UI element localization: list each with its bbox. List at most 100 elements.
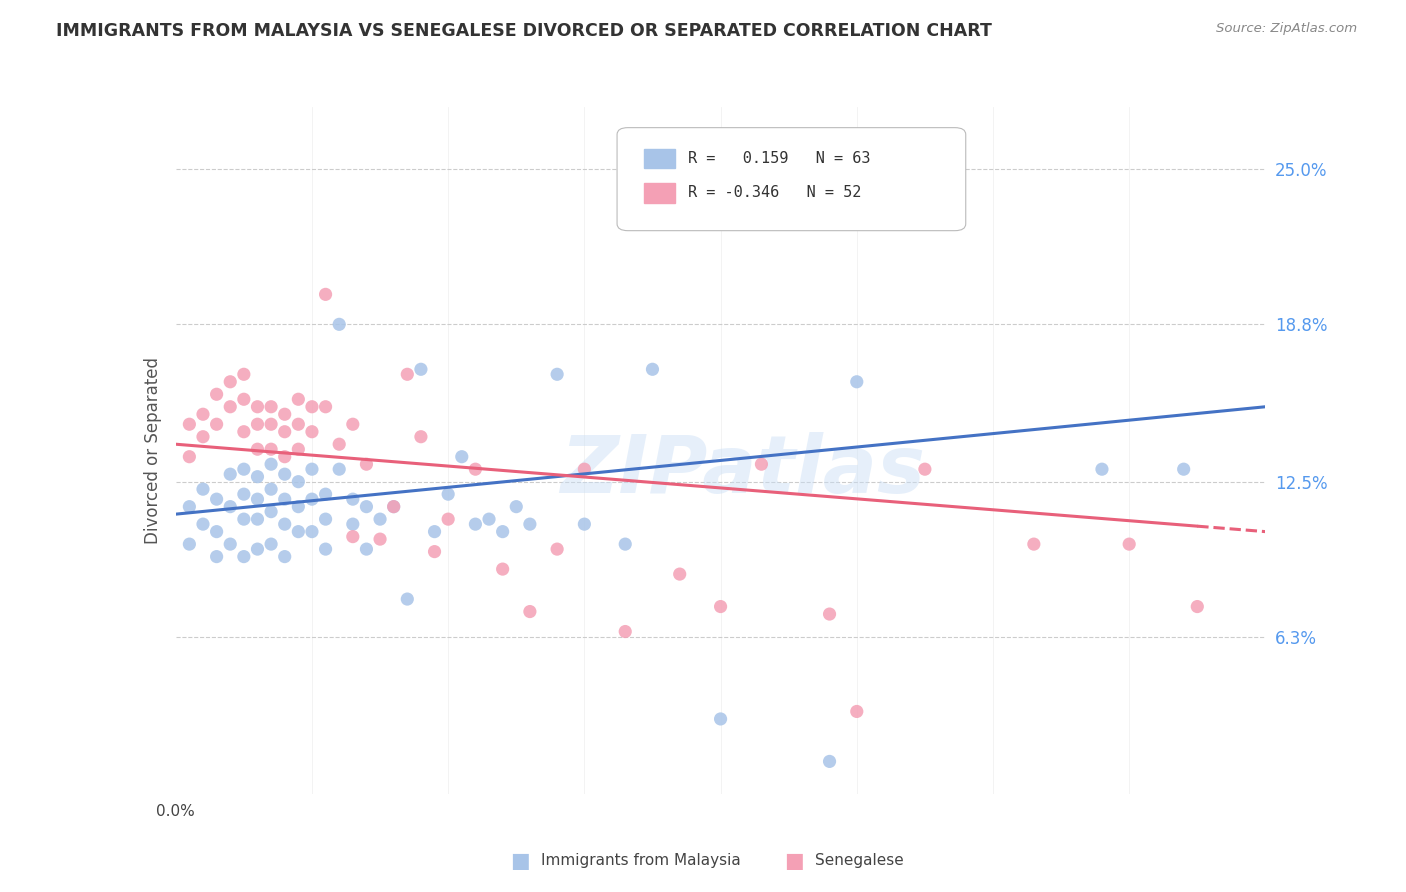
- Point: [274, 425, 297, 439]
- Text: ■: ■: [510, 851, 530, 871]
- Point: [368, 532, 391, 546]
- Point: [342, 492, 364, 507]
- Point: [232, 368, 254, 382]
- Point: [328, 462, 350, 476]
- Point: [219, 537, 242, 551]
- Point: [519, 517, 541, 532]
- Point: [396, 368, 419, 382]
- Point: [260, 482, 283, 496]
- Point: [1187, 599, 1209, 614]
- Text: ■: ■: [785, 851, 804, 871]
- Y-axis label: Divorced or Separated: Divorced or Separated: [143, 357, 162, 544]
- Point: [1022, 537, 1045, 551]
- Point: [274, 517, 297, 532]
- Point: [342, 417, 364, 432]
- Point: [205, 387, 228, 401]
- Point: [614, 537, 637, 551]
- Point: [205, 417, 228, 432]
- Point: [219, 500, 242, 514]
- Point: [246, 400, 269, 414]
- Point: [232, 462, 254, 476]
- Point: [301, 492, 323, 507]
- Point: [505, 500, 527, 514]
- Point: [423, 524, 446, 539]
- Text: R = -0.346   N = 52: R = -0.346 N = 52: [688, 186, 862, 201]
- Point: [205, 549, 228, 564]
- Point: [751, 457, 773, 471]
- Text: 0.0%: 0.0%: [156, 804, 195, 819]
- Point: [205, 524, 228, 539]
- Bar: [644, 183, 675, 202]
- Point: [546, 542, 568, 557]
- Point: [301, 425, 323, 439]
- Point: [260, 537, 283, 551]
- Point: [287, 524, 309, 539]
- FancyBboxPatch shape: [617, 128, 966, 231]
- Point: [301, 400, 323, 414]
- Bar: [644, 149, 675, 169]
- Point: [818, 755, 841, 769]
- Point: [710, 712, 733, 726]
- Text: Immigrants from Malaysia: Immigrants from Malaysia: [541, 854, 741, 868]
- Point: [301, 462, 323, 476]
- Text: ZIPatlas: ZIPatlas: [560, 432, 925, 510]
- Point: [450, 450, 472, 464]
- Point: [437, 512, 460, 526]
- Point: [574, 462, 596, 476]
- Point: [315, 512, 337, 526]
- Point: [260, 505, 283, 519]
- Point: [232, 512, 254, 526]
- Point: [246, 442, 269, 457]
- Point: [710, 599, 733, 614]
- Point: [546, 368, 568, 382]
- Point: [301, 524, 323, 539]
- Point: [274, 407, 297, 421]
- Point: [818, 607, 841, 621]
- Point: [260, 400, 283, 414]
- Point: [668, 567, 690, 582]
- Point: [246, 512, 269, 526]
- Point: [368, 512, 391, 526]
- Point: [219, 467, 242, 482]
- Text: R =   0.159   N = 63: R = 0.159 N = 63: [688, 151, 870, 166]
- Point: [641, 362, 664, 376]
- Text: Source: ZipAtlas.com: Source: ZipAtlas.com: [1216, 22, 1357, 36]
- Point: [219, 400, 242, 414]
- Point: [179, 450, 201, 464]
- Point: [274, 450, 297, 464]
- Point: [437, 487, 460, 501]
- Point: [287, 475, 309, 489]
- Point: [423, 544, 446, 558]
- Point: [914, 462, 936, 476]
- Text: Senegalese: Senegalese: [815, 854, 904, 868]
- Point: [1173, 462, 1195, 476]
- Point: [382, 500, 405, 514]
- Point: [845, 705, 868, 719]
- Point: [382, 500, 405, 514]
- Point: [315, 487, 337, 501]
- Point: [1091, 462, 1114, 476]
- Point: [478, 512, 501, 526]
- Point: [328, 437, 350, 451]
- Point: [246, 542, 269, 557]
- Point: [845, 375, 868, 389]
- Point: [274, 467, 297, 482]
- Point: [179, 417, 201, 432]
- Point: [751, 162, 773, 177]
- Point: [232, 549, 254, 564]
- Point: [492, 562, 515, 576]
- Point: [287, 442, 309, 457]
- Point: [246, 469, 269, 483]
- Point: [232, 425, 254, 439]
- Point: [328, 318, 350, 332]
- Point: [287, 500, 309, 514]
- Point: [409, 362, 432, 376]
- Point: [274, 492, 297, 507]
- Point: [246, 417, 269, 432]
- Point: [191, 407, 214, 421]
- Point: [1118, 537, 1140, 551]
- Point: [356, 542, 378, 557]
- Point: [260, 457, 283, 471]
- Point: [356, 500, 378, 514]
- Point: [396, 592, 419, 607]
